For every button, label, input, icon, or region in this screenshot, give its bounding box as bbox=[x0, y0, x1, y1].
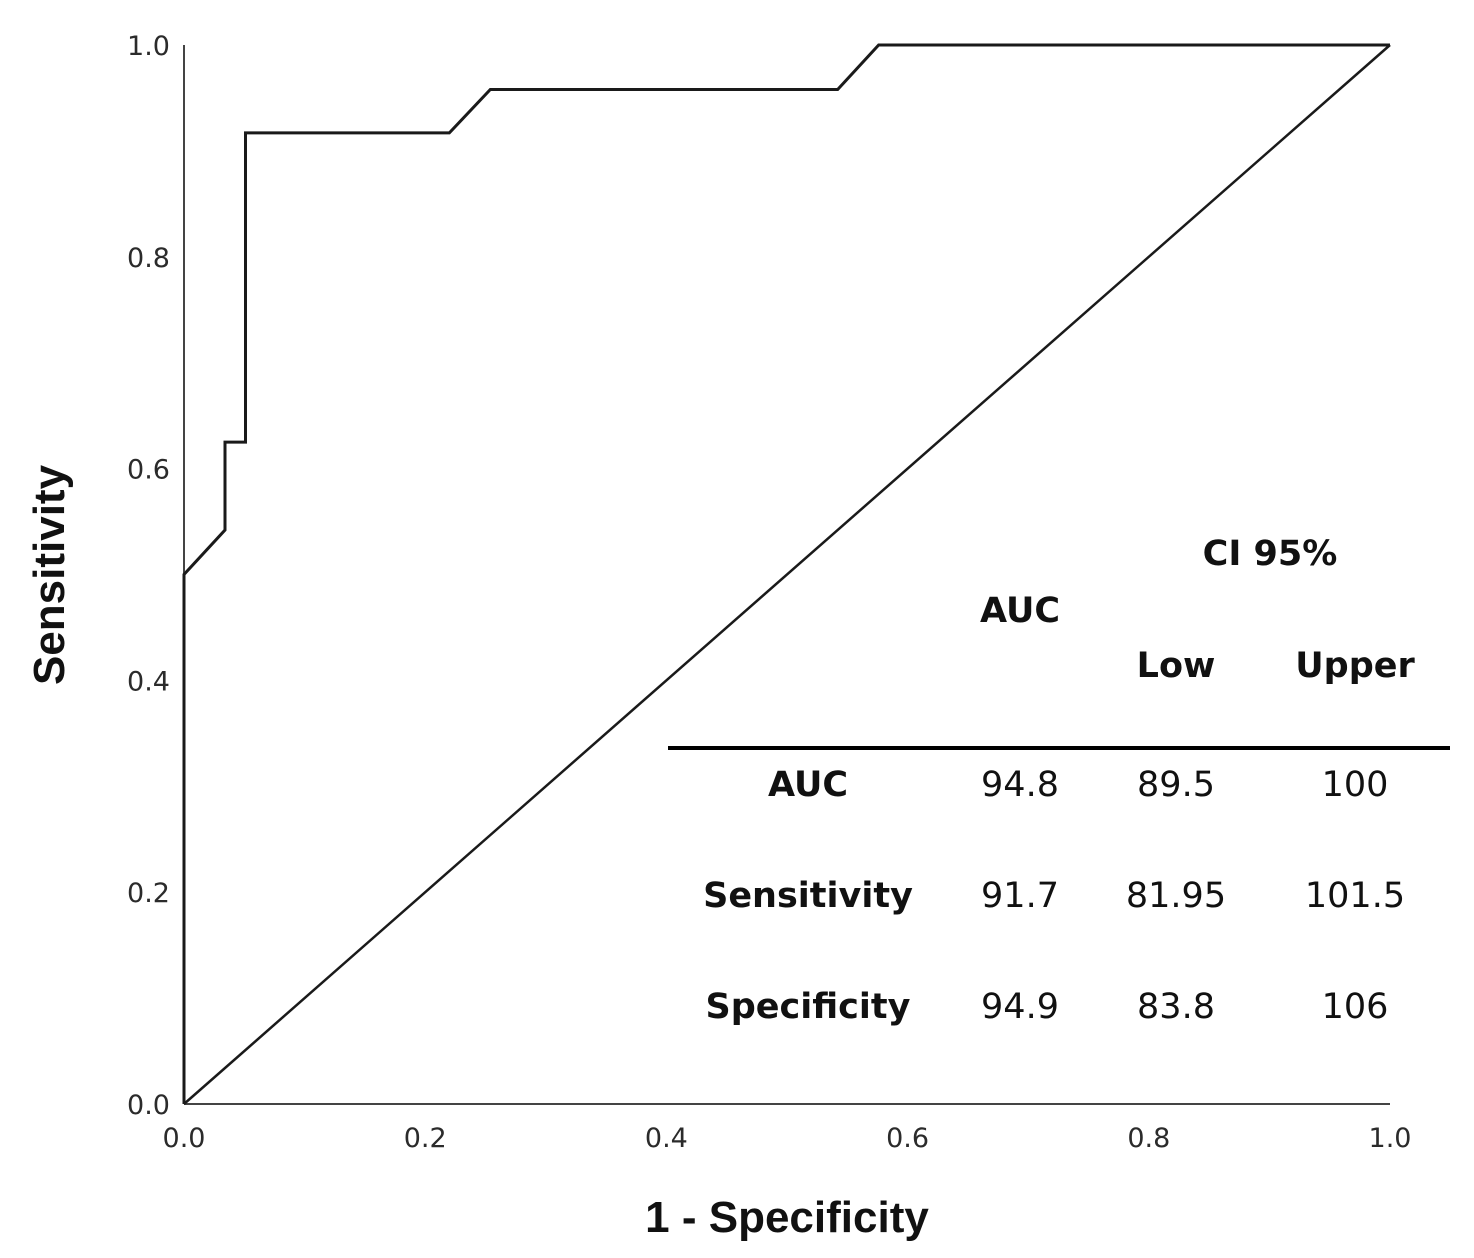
roc-curve-line bbox=[182, 43, 1390, 1104]
x-tick-label: 0.2 bbox=[404, 1123, 447, 1154]
table-cell: 81.95 bbox=[1126, 876, 1226, 916]
table-col-header-low: Low bbox=[1137, 646, 1216, 686]
x-tick-labels: 0.0 0.2 0.4 0.6 0.8 1.0 bbox=[163, 1123, 1412, 1154]
table-row-label: Specificity bbox=[706, 987, 911, 1027]
series-layer bbox=[182, 43, 1391, 1105]
table-cell: 101.5 bbox=[1305, 876, 1405, 916]
y-tick-label: 1.0 bbox=[127, 31, 170, 62]
table-cell: 94.8 bbox=[981, 765, 1059, 805]
table-cell: 91.7 bbox=[981, 876, 1059, 916]
table-cell: 106 bbox=[1322, 987, 1389, 1027]
x-tick-label: 0.0 bbox=[163, 1123, 206, 1154]
table-group-header: CI 95% bbox=[1203, 534, 1338, 574]
table-cell: 94.9 bbox=[981, 987, 1059, 1027]
x-tick-label: 0.6 bbox=[886, 1123, 929, 1154]
x-axis-title: 1 - Specificity bbox=[645, 1193, 929, 1242]
y-tick-label: 0.0 bbox=[127, 1090, 170, 1121]
reference-diagonal-line bbox=[183, 44, 1391, 1105]
table-row-label: Sensitivity bbox=[703, 876, 913, 916]
y-tick-labels: 0.0 0.2 0.4 0.6 0.8 1.0 bbox=[127, 31, 170, 1121]
y-axis-title: Sensitivity bbox=[25, 464, 74, 685]
table-cell: 83.8 bbox=[1137, 987, 1215, 1027]
stats-table: CI 95% AUC Low Upper AUC 94.8 89.5 100 S… bbox=[668, 534, 1450, 1027]
table-col-header-auc: AUC bbox=[980, 591, 1060, 631]
y-tick-label: 0.2 bbox=[127, 878, 170, 909]
y-tick-label: 0.4 bbox=[127, 666, 170, 697]
table-cell: 100 bbox=[1322, 765, 1389, 805]
x-tick-label: 0.4 bbox=[645, 1123, 688, 1154]
x-tick-label: 0.8 bbox=[1127, 1123, 1170, 1154]
table-col-header-upper: Upper bbox=[1295, 646, 1415, 686]
table-row-label: AUC bbox=[768, 765, 848, 805]
y-tick-label: 0.6 bbox=[127, 455, 170, 486]
table-cell: 89.5 bbox=[1137, 765, 1215, 805]
x-tick-label: 1.0 bbox=[1369, 1123, 1412, 1154]
y-tick-label: 0.8 bbox=[127, 243, 170, 274]
